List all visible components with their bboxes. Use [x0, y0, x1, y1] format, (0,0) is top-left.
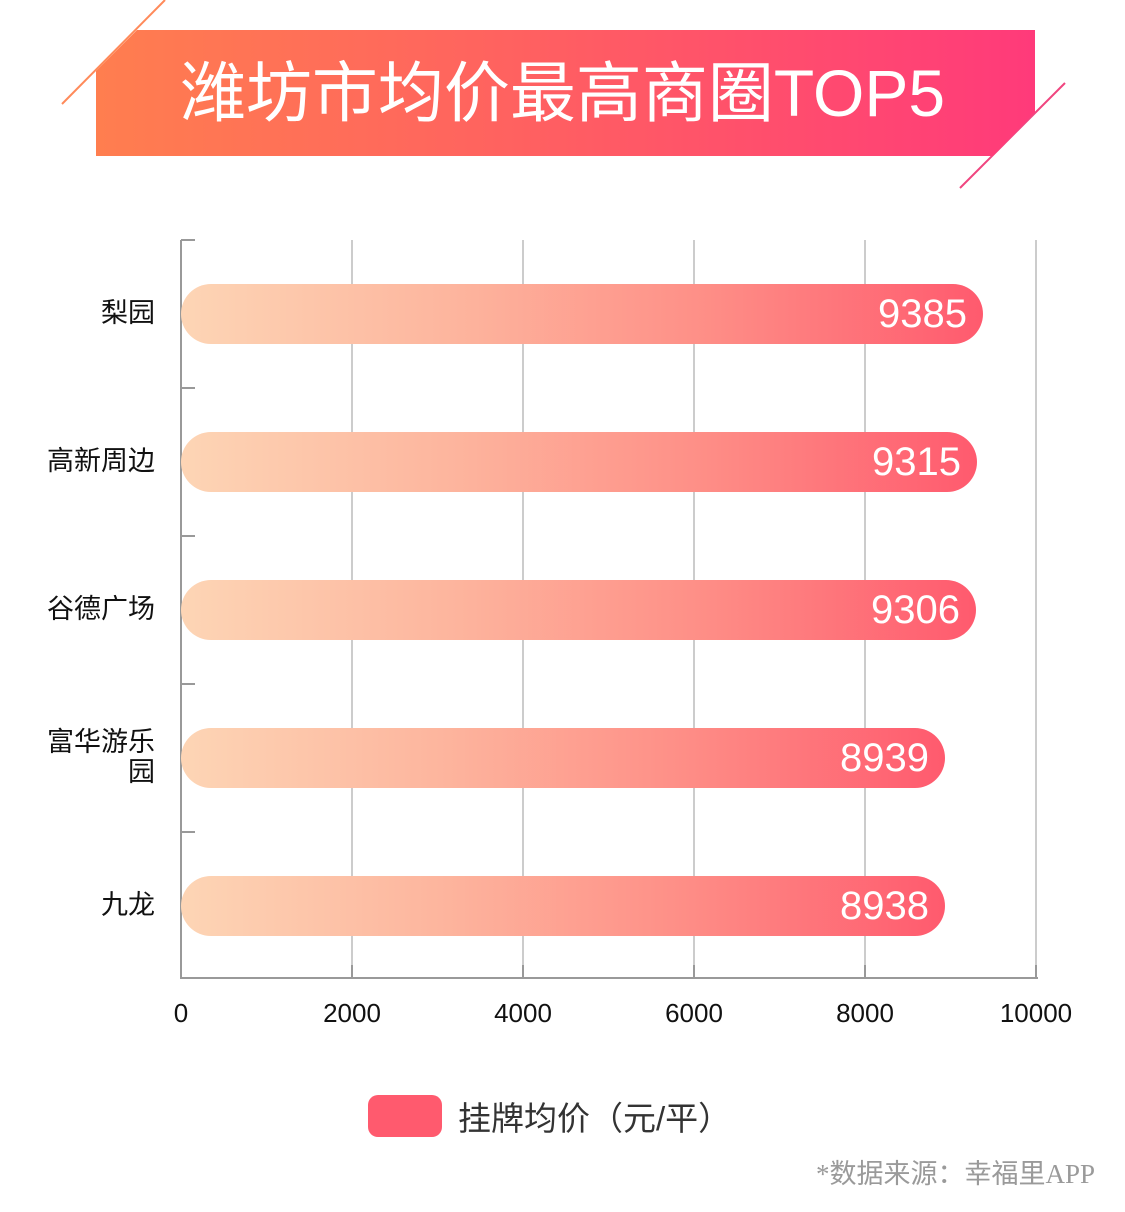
x-tick-label: 2000: [323, 998, 381, 1028]
legend-swatch: [368, 1095, 442, 1137]
x-tick: [1035, 965, 1037, 978]
y-tick: [181, 535, 195, 537]
category-label-gaoxin: 高新周边: [47, 446, 155, 476]
y-tick: [181, 239, 195, 241]
y-tick: [181, 683, 195, 685]
bar-jiulong[interactable]: 8938: [181, 876, 945, 936]
bar-value-label: 9315: [872, 440, 961, 484]
bar-liyuan[interactable]: 9385: [181, 284, 983, 344]
data-source-note: *数据来源：幸福里APP: [815, 1159, 1095, 1189]
x-tick-label: 10000: [999, 998, 1073, 1028]
legend[interactable]: 挂牌均价（元/平）: [368, 1094, 731, 1138]
y-tick: [181, 831, 195, 833]
bar-fuhua[interactable]: 8939: [181, 728, 945, 788]
x-axis: [180, 977, 1038, 979]
bar-value-label: 9306: [871, 588, 960, 632]
x-tick-label: 8000: [836, 998, 894, 1028]
category-label-line1: 富华游乐: [47, 727, 155, 757]
x-tick: [522, 965, 524, 978]
legend-label: 挂牌均价（元/平）: [458, 1100, 732, 1137]
chart-title: 潍坊市均价最高商圈TOP5: [179, 56, 946, 130]
title-banner: 潍坊市均价最高商圈TOP5: [0, 0, 1125, 200]
x-tick: [864, 965, 866, 978]
category-label-line2: 园: [128, 757, 155, 787]
bar-gude[interactable]: 9306: [181, 580, 976, 640]
gridline-10000: [1035, 240, 1037, 978]
category-label-gude: 谷德广场: [47, 594, 155, 624]
bar-value-label: 8939: [840, 736, 929, 780]
y-tick: [181, 387, 195, 389]
x-tick-label: 0: [173, 998, 189, 1028]
x-tick: [351, 965, 353, 978]
bar-gaoxin[interactable]: 9315: [181, 432, 977, 492]
banner-background: [96, 30, 1035, 156]
x-tick: [693, 965, 695, 978]
bar-value-label: 8938: [840, 884, 929, 928]
bar-value-label: 9385: [878, 292, 967, 336]
x-tick-label: 6000: [665, 998, 723, 1028]
x-tick-label: 4000: [494, 998, 552, 1028]
category-label-fuhua: 富华游乐 园: [5, 727, 155, 787]
category-label-jiulong: 九龙: [101, 890, 155, 920]
category-label-liyuan: 梨园: [101, 298, 155, 328]
